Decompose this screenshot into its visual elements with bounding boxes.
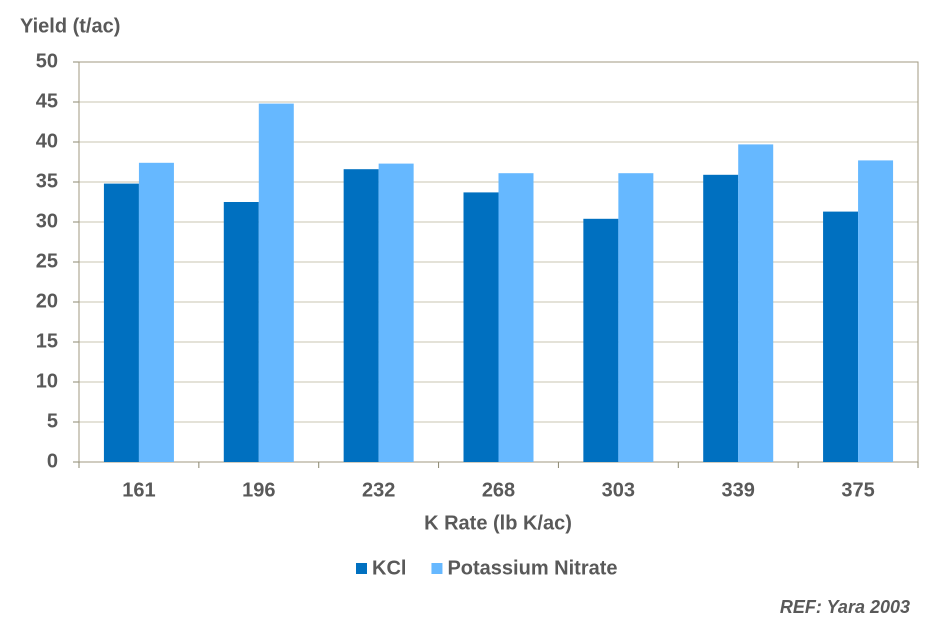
bar <box>498 173 534 462</box>
y-axis-title: Yield (t/ac) <box>20 15 120 37</box>
x-tick-label: 375 <box>841 479 874 501</box>
x-tick-label: 339 <box>722 479 755 501</box>
y-tick-label: 10 <box>36 370 58 392</box>
y-tick-label: 25 <box>36 250 58 272</box>
x-tick-label: 268 <box>482 479 515 501</box>
bar <box>463 192 499 462</box>
bar <box>858 160 894 462</box>
y-tick-label: 40 <box>36 130 58 152</box>
bar <box>378 163 414 462</box>
bar <box>343 169 379 462</box>
x-tick-label: 232 <box>362 479 395 501</box>
x-tick-label: 161 <box>122 479 155 501</box>
y-tick-label: 0 <box>47 450 58 472</box>
y-tick-label: 35 <box>36 170 58 192</box>
bar <box>138 162 174 463</box>
y-tick-label: 50 <box>36 50 58 72</box>
bar <box>258 103 294 462</box>
bar <box>703 174 739 463</box>
x-tick-label: 303 <box>602 479 635 501</box>
bar <box>823 211 859 462</box>
y-tick-label: 5 <box>47 410 58 432</box>
bar <box>103 183 139 462</box>
x-axis-title: K Rate (lb K/ac) <box>424 512 572 534</box>
legend-label: KCl <box>372 557 406 579</box>
y-tick-label: 15 <box>36 330 58 352</box>
legend-swatch <box>356 563 367 574</box>
bar <box>618 173 654 462</box>
x-tick-label: 196 <box>242 479 275 501</box>
y-tick-label: 30 <box>36 210 58 232</box>
bar <box>583 218 619 462</box>
legend-swatch <box>431 563 443 574</box>
y-tick-label: 45 <box>36 90 58 112</box>
bar <box>223 202 259 462</box>
legend-label: Potassium Nitrate <box>447 557 617 579</box>
bar <box>738 144 774 462</box>
y-tick-label: 20 <box>36 290 58 312</box>
annotation: REF: Yara 2003 <box>780 597 910 617</box>
